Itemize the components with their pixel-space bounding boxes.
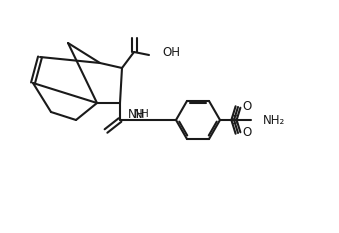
Text: O: O (242, 100, 252, 113)
Text: S: S (230, 113, 238, 127)
Text: H: H (141, 109, 149, 119)
Text: NH₂: NH₂ (263, 113, 285, 127)
Text: O: O (242, 127, 252, 140)
Text: NH: NH (128, 107, 146, 120)
Text: OH: OH (162, 47, 180, 59)
Text: N: N (134, 107, 142, 120)
